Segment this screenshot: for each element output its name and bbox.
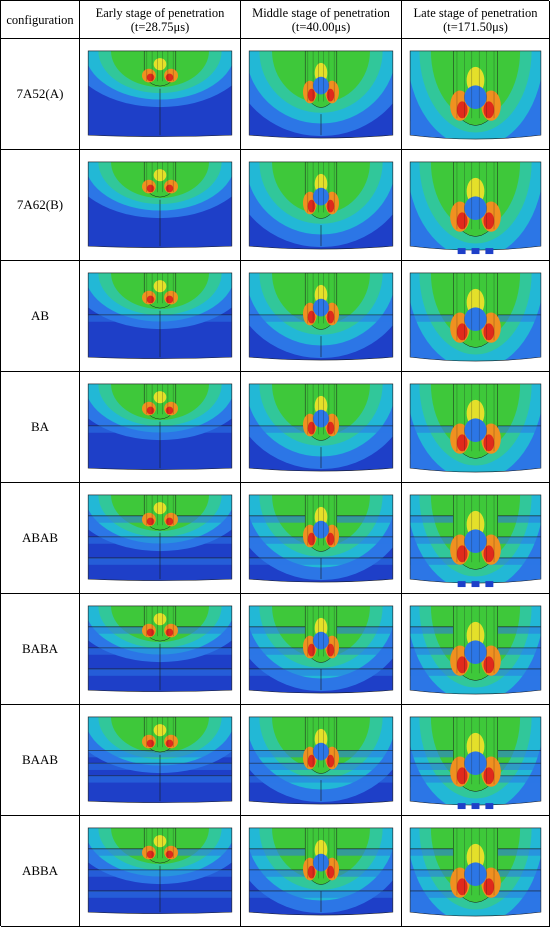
stress-contour-figure [248, 50, 394, 139]
simulation-early-image [80, 483, 241, 594]
stress-contour-figure [248, 272, 394, 361]
header-early-time: (t=28.75μs) [130, 19, 190, 34]
header-configuration-text: configuration [6, 12, 74, 27]
config-label: BABA [1, 594, 80, 705]
stress-contour-figure [87, 494, 233, 581]
simulation-middle-image [241, 39, 402, 150]
stress-contour-figure [248, 383, 394, 472]
simulation-late-image [402, 261, 550, 372]
stress-contour-figure [409, 50, 542, 140]
simulation-early-image [80, 39, 241, 150]
simulation-middle-image [241, 483, 402, 594]
simulation-early-image [80, 261, 241, 372]
simulation-middle-image [241, 816, 402, 927]
stress-contour-figure [248, 605, 394, 694]
stress-contour-figure [409, 716, 542, 810]
stress-contour-figure [87, 383, 233, 470]
simulation-middle-image [241, 372, 402, 483]
stress-contour-figure [248, 161, 394, 250]
stress-contour-figure [87, 161, 233, 248]
header-late-title: Late stage of penetration [413, 5, 538, 20]
header-middle-stage: Middle stage of penetration (t=40.00μs) [241, 1, 402, 39]
stress-contour-figure [409, 383, 542, 473]
config-label: BA [1, 372, 80, 483]
header-late-stage: Late stage of penetration (t=171.50μs) [402, 1, 550, 39]
stress-contour-figure [409, 605, 542, 695]
simulation-late-image [402, 483, 550, 594]
stress-contour-figure [409, 494, 542, 588]
simulation-middle-image [241, 705, 402, 816]
config-label: BAAB [1, 705, 80, 816]
header-early-stage: Early stage of penetration (t=28.75μs) [80, 1, 241, 39]
stress-contour-figure [248, 827, 394, 916]
config-label: ABAB [1, 483, 80, 594]
config-label: ABBA [1, 816, 80, 927]
stress-contour-figure [409, 827, 542, 917]
simulation-early-image [80, 594, 241, 705]
simulation-late-image [402, 39, 550, 150]
stress-contour-figure [87, 716, 233, 803]
simulation-early-image [80, 816, 241, 927]
stress-contour-figure [87, 827, 233, 914]
stress-contour-figure [248, 716, 394, 805]
config-label: 7A62(B) [1, 150, 80, 261]
stress-contour-figure [409, 161, 542, 255]
header-middle-title: Middle stage of penetration [252, 5, 390, 20]
header-late-time: (t=171.50μs) [443, 19, 508, 34]
simulation-late-image [402, 705, 550, 816]
simulation-late-image [402, 150, 550, 261]
config-label: 7A52(A) [1, 39, 80, 150]
stress-contour-figure [409, 272, 542, 362]
simulation-late-image [402, 816, 550, 927]
header-middle-time: (t=40.00μs) [291, 19, 351, 34]
stress-contour-figure [87, 605, 233, 692]
header-early-title: Early stage of penetration [95, 5, 225, 20]
simulation-early-image [80, 705, 241, 816]
header-configuration: configuration [1, 1, 80, 39]
stress-contour-figure [248, 494, 394, 583]
simulation-early-image [80, 150, 241, 261]
simulation-middle-image [241, 261, 402, 372]
stress-contour-figure [87, 50, 233, 137]
simulation-early-image [80, 372, 241, 483]
simulation-middle-image [241, 150, 402, 261]
config-label: AB [1, 261, 80, 372]
simulation-late-image [402, 594, 550, 705]
simulation-middle-image [241, 594, 402, 705]
stress-contour-figure [87, 272, 233, 359]
simulation-late-image [402, 372, 550, 483]
